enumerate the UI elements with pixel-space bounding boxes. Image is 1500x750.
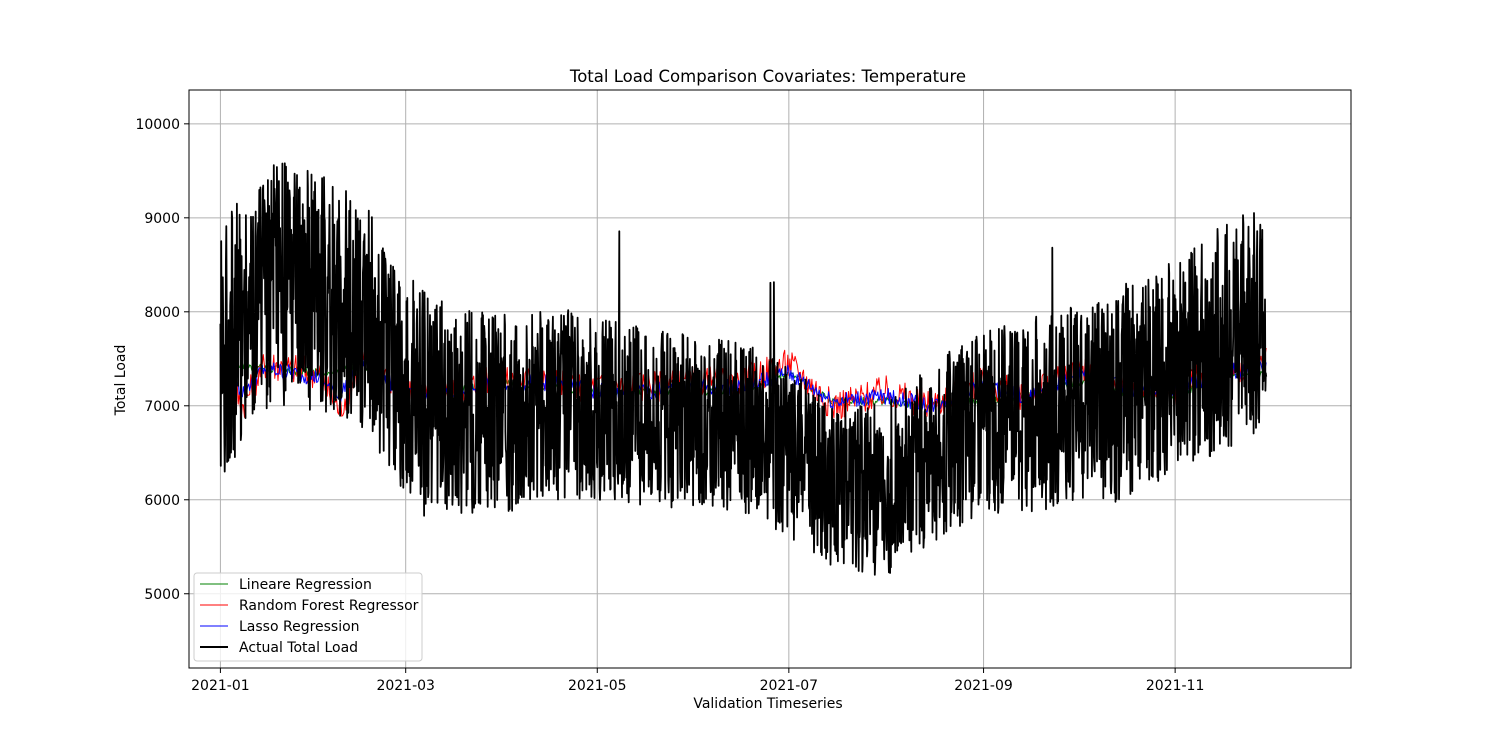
y-tick-label: 5000 <box>144 587 180 603</box>
x-tick-label: 2021-09 <box>954 678 1013 694</box>
x-tick-label: 2021-01 <box>191 678 250 694</box>
legend-box <box>193 572 423 662</box>
legend-label-actual: Actual Total Load <box>239 640 358 656</box>
legend-label-linear: Lineare Regression <box>239 577 372 593</box>
legend-label-random-forest: Random Forest Regressor <box>239 598 419 614</box>
series-line-actual <box>219 162 1268 576</box>
y-tick-label: 6000 <box>144 493 180 509</box>
y-tick-label: 7000 <box>144 399 180 415</box>
y-tick-label: 9000 <box>144 211 180 227</box>
legend: Lineare Regression Random Forest Regress… <box>193 572 423 662</box>
x-axis-title: Validation Timeseries <box>693 696 842 712</box>
y-axis: 5000 6000 7000 8000 9000 10000 <box>135 117 189 603</box>
chart-title: Total Load Comparison Covariates: Temper… <box>569 67 966 86</box>
legend-label-lasso: Lasso Regression <box>239 619 360 635</box>
x-tick-label: 2021-11 <box>1146 678 1205 694</box>
x-axis: 2021-01 2021-03 2021-05 2021-07 2021-09 2021-… <box>191 668 1204 694</box>
series-layer <box>219 162 1268 576</box>
x-tick-label: 2021-05 <box>568 678 627 694</box>
x-tick-label: 2021-03 <box>376 678 435 694</box>
y-tick-label: 8000 <box>144 305 180 321</box>
x-tick-label: 2021-07 <box>760 678 819 694</box>
y-axis-title: Total Load <box>113 345 129 417</box>
plot-frame <box>188 89 1352 669</box>
y-tick-label: 10000 <box>135 117 180 133</box>
